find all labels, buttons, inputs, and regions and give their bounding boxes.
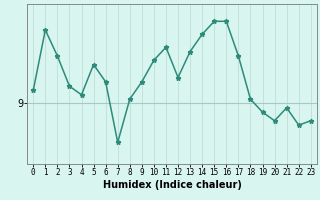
X-axis label: Humidex (Indice chaleur): Humidex (Indice chaleur) [103, 180, 241, 190]
